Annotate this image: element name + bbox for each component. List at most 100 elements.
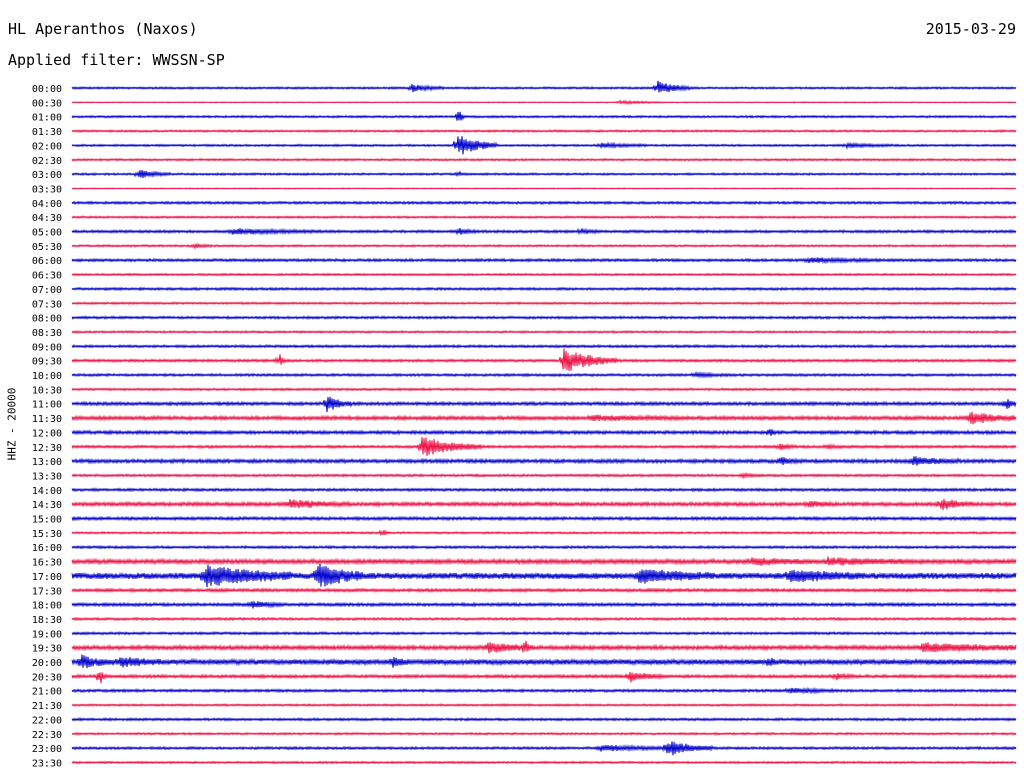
row-time-label: 07:00 — [32, 285, 62, 296]
trace-line — [71, 630, 1017, 636]
row-time-label: 08:30 — [32, 328, 62, 339]
row-time-label: 09:00 — [32, 342, 62, 353]
row-time-label: 17:00 — [32, 572, 62, 583]
row-time-label: 00:00 — [32, 84, 62, 95]
row-time-label: 16:30 — [32, 558, 62, 569]
row-time-label: 17:30 — [32, 586, 62, 597]
row-time-label: 15:30 — [32, 529, 62, 540]
row-time-label: 13:00 — [32, 457, 62, 468]
row-time-label: 20:00 — [32, 658, 62, 669]
row-time-label: 07:30 — [32, 299, 62, 310]
row-time-label: 04:30 — [32, 213, 62, 224]
trace-line — [71, 329, 1017, 335]
row-time-label: 11:00 — [32, 400, 62, 411]
trace-line — [71, 215, 1017, 220]
row-time-label: 10:00 — [32, 371, 62, 382]
row-time-label: 18:30 — [32, 615, 62, 626]
trace-line — [71, 563, 1017, 588]
row-time-label: 04:00 — [32, 199, 62, 210]
row-time-label: 14:30 — [32, 500, 62, 511]
row-time-label: 08:00 — [32, 314, 62, 325]
trace-line — [71, 348, 1017, 372]
trace-line — [71, 99, 1017, 106]
trace-line — [71, 731, 1017, 736]
row-time-label: 02:30 — [32, 156, 62, 167]
trace-line — [71, 471, 1017, 480]
trace-line — [71, 187, 1017, 190]
station-title: HL Aperanthos (Naxos) — [8, 20, 198, 38]
trace-line — [71, 456, 1017, 466]
trace-line — [71, 129, 1017, 134]
trace-line — [71, 396, 1017, 413]
trace-line — [71, 515, 1017, 522]
row-time-label: 06:30 — [32, 271, 62, 282]
trace-line — [71, 654, 1017, 669]
trace-line — [71, 529, 1017, 537]
row-time-label: 19:00 — [32, 629, 62, 640]
row-time-label: 22:00 — [32, 715, 62, 726]
trace-line — [71, 671, 1017, 684]
row-time-label: 10:30 — [32, 385, 62, 396]
row-time-label: 11:30 — [32, 414, 62, 425]
row-time-label: 03:30 — [32, 184, 62, 195]
trace-line — [71, 686, 1017, 695]
trace-line — [71, 640, 1017, 654]
date-label: 2015-03-29 — [925, 20, 1016, 38]
row-time-label: 23:30 — [32, 758, 62, 769]
trace-line — [71, 286, 1017, 292]
trace-line — [71, 343, 1017, 349]
trace-line — [71, 170, 1017, 179]
row-time-label: 00:30 — [32, 98, 62, 109]
row-time-label: 01:00 — [32, 113, 62, 124]
trace-line — [71, 703, 1017, 708]
trace-line — [71, 272, 1017, 277]
row-time-label: 21:30 — [32, 701, 62, 712]
trace-line — [71, 716, 1017, 722]
row-time-label: 14:00 — [32, 486, 62, 497]
row-time-label: 13:30 — [32, 471, 62, 482]
trace-line — [71, 242, 1017, 251]
filter-name: WWSSN-SP — [152, 51, 225, 69]
row-time-label: 12:00 — [32, 428, 62, 439]
trace-line — [71, 315, 1017, 321]
filter-label: Applied filter: WWSSN-SP — [8, 51, 225, 69]
trace-line — [71, 429, 1017, 436]
trace-line — [71, 616, 1017, 622]
row-time-label: 22:30 — [32, 730, 62, 741]
trace-line — [71, 741, 1017, 756]
row-time-label: 09:30 — [32, 357, 62, 368]
row-time-label: 05:00 — [32, 228, 62, 239]
row-time-label: 18:00 — [32, 601, 62, 612]
trace-line — [71, 80, 1017, 93]
trace-line — [71, 370, 1017, 379]
trace-line — [71, 411, 1017, 425]
trace-line — [71, 200, 1017, 206]
row-time-label: 03:00 — [32, 170, 62, 181]
row-time-label: 16:00 — [32, 543, 62, 554]
row-time-label: 19:30 — [32, 644, 62, 655]
trace-line — [71, 587, 1017, 594]
row-time-label: 02:00 — [32, 141, 62, 152]
trace-line — [71, 600, 1017, 609]
filter-prefix: Applied filter: — [8, 51, 144, 69]
trace-line — [71, 301, 1017, 306]
trace-line — [71, 556, 1017, 566]
row-time-label: 12:30 — [32, 443, 62, 454]
trace-line — [71, 111, 1017, 121]
row-time-label: 05:30 — [32, 242, 62, 253]
trace-line — [71, 387, 1017, 392]
trace-line — [71, 256, 1017, 265]
trace-line — [71, 498, 1017, 511]
row-time-label: 20:30 — [32, 672, 62, 683]
trace-line — [71, 157, 1017, 162]
row-time-label: 06:00 — [32, 256, 62, 267]
row-time-label: 21:00 — [32, 687, 62, 698]
trace-line — [71, 487, 1017, 493]
trace-line — [71, 437, 1017, 457]
row-time-label: 01:30 — [32, 127, 62, 138]
trace-line — [71, 136, 1017, 155]
row-time-label: 23:00 — [32, 744, 62, 755]
trace-line — [71, 544, 1017, 550]
trace-line — [71, 760, 1017, 765]
